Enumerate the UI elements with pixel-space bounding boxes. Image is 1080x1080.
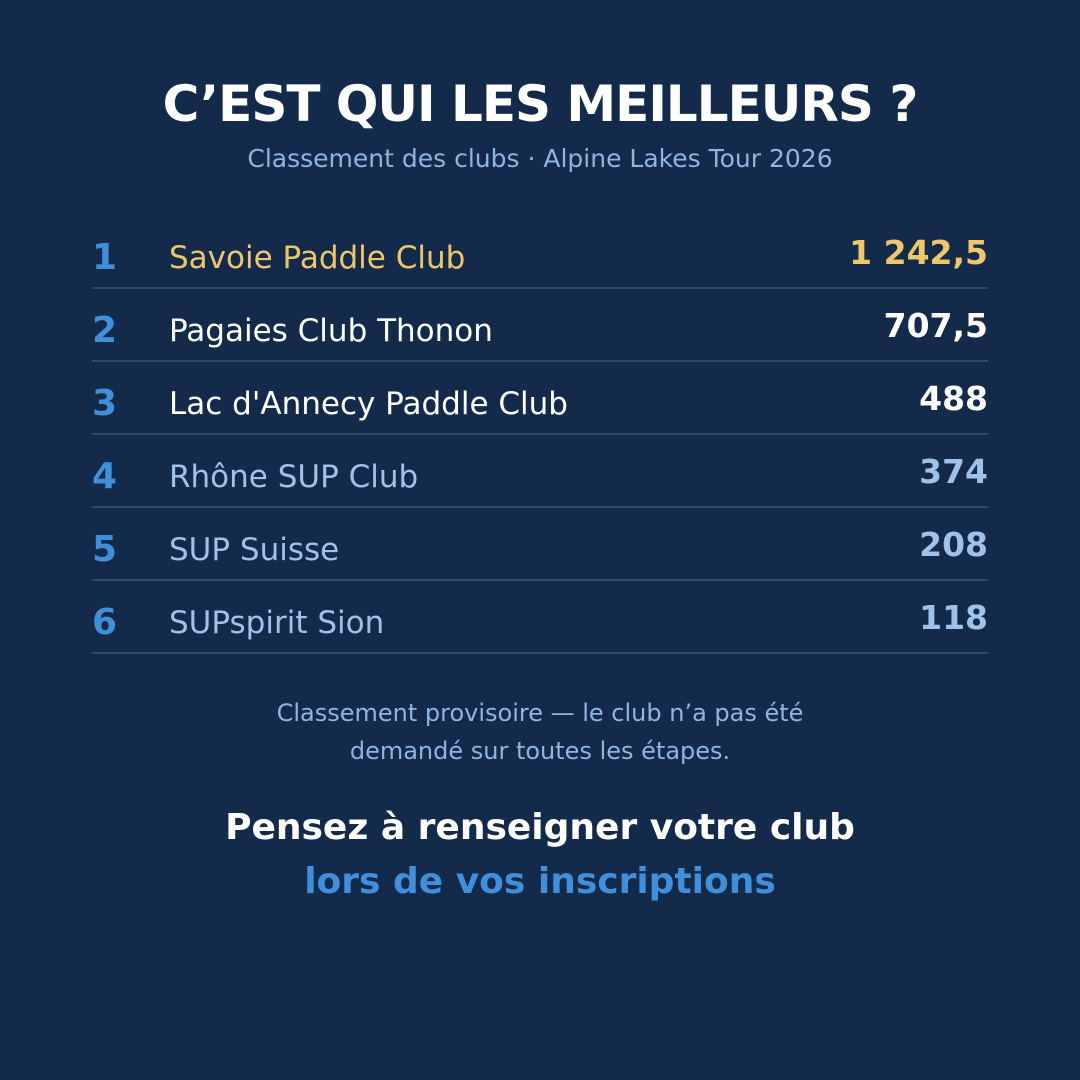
- ranking-row-1: 1 Savoie Paddle Club 1 242,5: [92, 216, 988, 289]
- ranking-row-3: 3 Lac d'Annecy Paddle Club 488: [92, 362, 988, 435]
- rank-number: 2: [92, 310, 118, 351]
- rank-number: 6: [92, 602, 118, 643]
- ranking-row-6: 6 SUPspirit Sion 118: [92, 581, 988, 654]
- rank-number: 4: [92, 456, 118, 497]
- rank-number: 1: [92, 237, 118, 278]
- page-subtitle: Classement des clubs · Alpine Lakes Tour…: [247, 144, 833, 173]
- club-score: 374: [919, 452, 988, 491]
- ranking-row-5: 5 SUP Suisse 208: [92, 508, 988, 581]
- club-score: 1 242,5: [849, 233, 988, 272]
- rank-number: 5: [92, 529, 118, 570]
- rank-number: 3: [92, 383, 118, 424]
- club-score: 118: [919, 598, 988, 637]
- club-ranking-table: 1 Savoie Paddle Club 1 242,5 2 Pagaies C…: [92, 216, 988, 654]
- club-name: Rhône SUP Club: [169, 459, 419, 495]
- page-title: C’EST QUI LES MEILLEURS ?: [162, 75, 919, 133]
- provisional-note: Classement provisoire — le club n’a pas …: [0, 694, 1080, 770]
- club-name: Savoie Paddle Club: [169, 240, 466, 276]
- club-score: 707,5: [883, 306, 988, 345]
- club-name: Lac d'Annecy Paddle Club: [169, 386, 568, 422]
- ranking-row-4: 4 Rhône SUP Club 374: [92, 435, 988, 508]
- call-to-action-line-1: Pensez à renseigner votre club: [225, 807, 855, 848]
- club-score: 488: [919, 379, 988, 418]
- call-to-action-line-2: lors de vos inscriptions: [304, 861, 776, 902]
- provisional-note-line-2: demandé sur toutes les étapes.: [349, 737, 731, 765]
- club-name: Pagaies Club Thonon: [169, 313, 493, 349]
- club-name: SUPspirit Sion: [169, 605, 385, 641]
- ranking-row-2: 2 Pagaies Club Thonon 707,5: [92, 289, 988, 362]
- club-score: 208: [919, 525, 988, 564]
- club-name: SUP Suisse: [169, 532, 340, 568]
- provisional-note-line-1: Classement provisoire — le club n’a pas …: [276, 699, 804, 727]
